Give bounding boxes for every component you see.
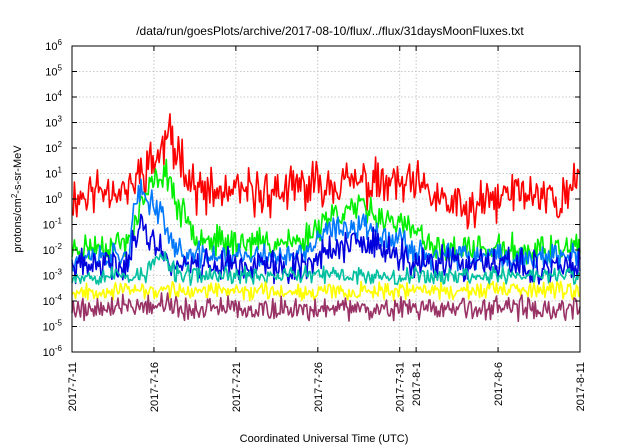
chart-title: /data/run/goesPlots/archive/2017-08-10/f… [136, 24, 524, 38]
x-tick-label: 2017-8-6 [493, 362, 505, 406]
x-tick-label: 2017-7-11 [67, 362, 79, 411]
series-line [71, 113, 581, 230]
series-line [71, 178, 581, 272]
y-tick-label: 102 [45, 140, 62, 155]
x-axis-ticks: 2017-7-11 2017-7-16 2017-7-21 2017-7-26 2017… [67, 46, 587, 412]
x-axis-label: Coordinated Universal Time (UTC) [240, 433, 409, 445]
y-tick-label: 10-4 [43, 293, 63, 308]
series-line [71, 251, 581, 287]
y-tick-label: 106 [45, 38, 62, 53]
x-tick-label: 2017-8-11 [575, 362, 587, 411]
y-tick-label: 10-5 [43, 319, 63, 334]
x-tick-label: 2017-8-1 [411, 362, 423, 406]
x-tick-label: 2017-7-21 [231, 362, 243, 412]
y-tick-label: 105 [45, 64, 62, 79]
y-tick-label: 10-2 [43, 242, 63, 257]
x-tick-label: 2017-7-26 [313, 362, 325, 412]
y-tick-label: 104 [45, 89, 62, 104]
y-tick-label: 103 [45, 115, 62, 130]
series-line [71, 158, 581, 265]
x-tick-label: 2017-7-16 [149, 362, 161, 412]
y-axis-ticks: 10-6 10-5 10-4 10-3 10-2 10-1 100 101 102 103 104 1… [43, 38, 580, 359]
y-axis-label: protons/cm2-s-sr-MeV [10, 145, 24, 253]
y-tick-label: 10-3 [43, 268, 63, 283]
x-tick-label: 2017-7-31 [395, 362, 407, 412]
y-tick-label: 10-1 [43, 217, 63, 232]
y-tick-label: 10-6 [43, 344, 63, 359]
y-tick-label: 100 [45, 191, 62, 206]
series-line [71, 292, 581, 323]
series-layer [71, 113, 581, 323]
series-line [71, 280, 581, 302]
y-tick-label: 101 [45, 166, 62, 181]
